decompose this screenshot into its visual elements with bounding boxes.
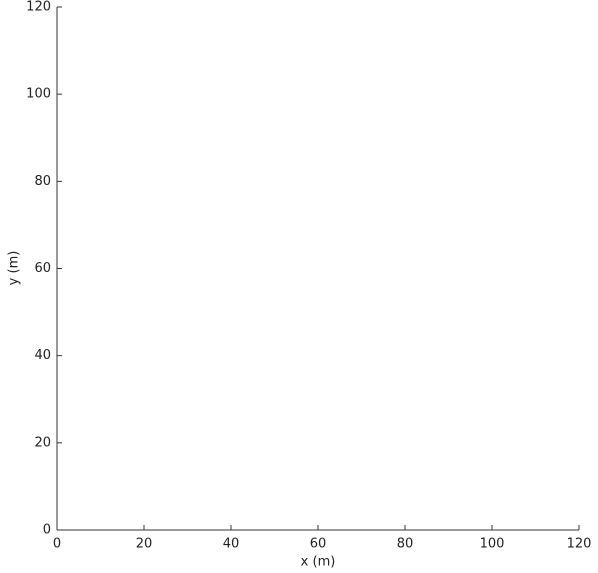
x-tick-label: 0	[53, 537, 61, 552]
y-tick-label: 60	[34, 261, 51, 276]
x-tick-label: 100	[480, 537, 505, 552]
x-tick-label: 120	[567, 537, 592, 552]
y-tick-label: 100	[26, 87, 51, 102]
y-tick-label: 40	[34, 348, 51, 363]
y-tick-label: 20	[34, 435, 51, 450]
x-tick-label: 80	[397, 537, 414, 552]
x-tick-label: 60	[310, 537, 327, 552]
y-tick-label: 120	[26, 0, 51, 15]
y-tick-label: 0	[43, 523, 51, 538]
x-tick-label: 40	[223, 537, 240, 552]
x-axis-label: x (m)	[301, 555, 336, 570]
y-axis-label: y (m)	[7, 251, 22, 286]
x-tick-label: 20	[136, 537, 153, 552]
y-tick-label: 80	[34, 174, 51, 189]
